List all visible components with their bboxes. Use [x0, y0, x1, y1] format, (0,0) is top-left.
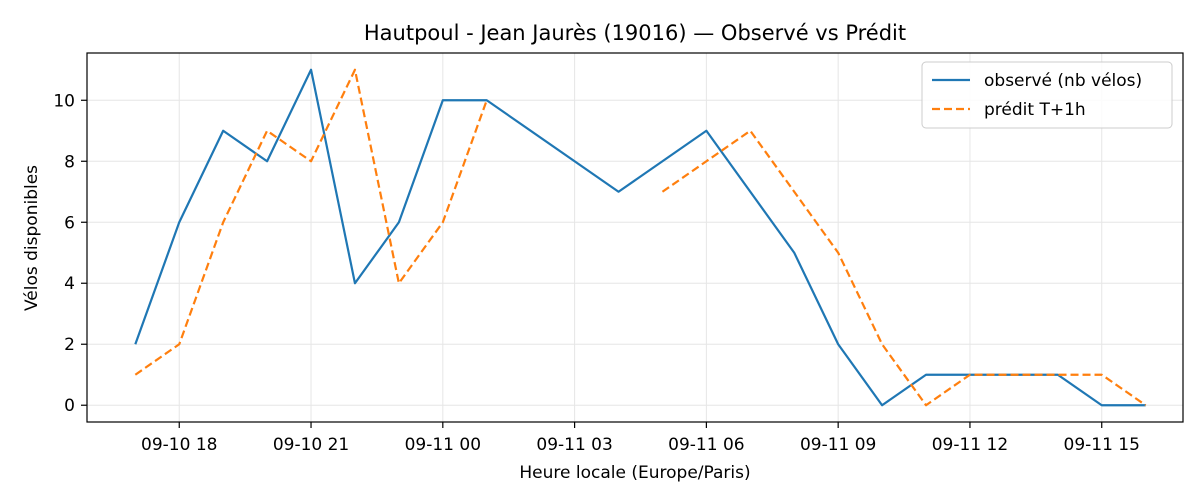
- x-tick-label: 09-11 09: [800, 435, 876, 455]
- x-tick-label: 09-11 06: [668, 435, 744, 455]
- legend-label-predicted: prédit T+1h: [984, 100, 1086, 120]
- series-line-observed: [134, 68, 1146, 407]
- y-tick-label: 10: [53, 91, 75, 111]
- y-tick-label: 6: [64, 213, 75, 233]
- x-tick-label: 09-11 00: [405, 435, 481, 455]
- legend-box: [921, 61, 1173, 129]
- y-tick-label: 8: [64, 152, 75, 172]
- series-line-predicted: [661, 129, 1147, 407]
- x-tick-label: 09-11 15: [1064, 435, 1140, 455]
- plot-area-frame: [86, 52, 1184, 423]
- legend: observé (nb vélos) prédit T+1h: [921, 61, 1173, 129]
- y-tick-label: 0: [64, 396, 75, 416]
- y-tick-label: 4: [64, 274, 75, 294]
- x-tick-label: 09-11 03: [536, 435, 612, 455]
- series-lines: [134, 68, 1147, 407]
- x-tick-label: 09-10 21: [273, 435, 349, 455]
- y-axis-label: Vélos disponibles: [22, 165, 42, 311]
- axis-ticks: 09-10 18 09-10 21 09-11 00 09-11 03 09-11 06…: [53, 91, 1140, 455]
- chart-title: Hautpoul - Jean Jaurès (19016) — Observé…: [364, 21, 906, 45]
- y-tick-label: 2: [64, 335, 75, 355]
- x-tick-label: 09-10 18: [141, 435, 217, 455]
- legend-label-observed: observé (nb vélos): [984, 71, 1142, 91]
- x-axis-label: Heure locale (Europe/Paris): [519, 463, 750, 483]
- x-tick-label: 09-11 12: [932, 435, 1008, 455]
